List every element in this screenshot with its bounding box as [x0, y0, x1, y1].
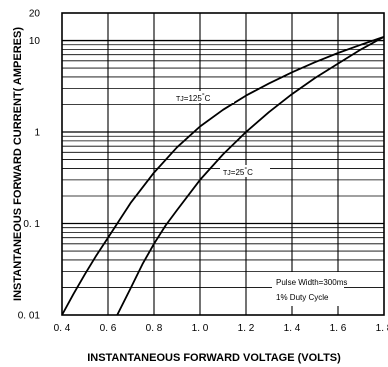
- pulse-width-note: Pulse Width=300ms: [276, 278, 347, 287]
- x-tick-label: 1. 2: [238, 323, 255, 334]
- x-tick-label: 1. 6: [330, 323, 347, 334]
- y-tick-label: 0. 1: [23, 219, 40, 230]
- y-axis-title: INSTANTANEOUS FORWARD CURRENT( AMPERES): [12, 27, 24, 301]
- x-tick-label: 1. 8: [376, 323, 388, 334]
- plot-frame: [62, 13, 384, 315]
- label-tj125-suffix: C: [205, 94, 211, 103]
- y-tick-label: 20: [29, 9, 41, 20]
- y-tick-label: 1: [34, 128, 40, 139]
- label-tj25-text: =25: [231, 168, 245, 177]
- x-tick-labels: 0. 4 0. 6 0. 8 1. 0 1. 2 1. 4 1. 6 1. 8: [54, 323, 388, 334]
- y-tick-label: 10: [29, 36, 41, 47]
- duty-cycle-note: 1% Duty Cycle: [276, 293, 329, 302]
- label-tj25-suffix: C: [247, 168, 253, 177]
- x-tick-label: 1. 4: [284, 323, 301, 334]
- label-tj25-prefix: TJ: [223, 170, 231, 177]
- x-tick-label: 0. 8: [146, 323, 163, 334]
- label-tj125-prefix: TJ: [176, 96, 184, 103]
- y-tick-label: 0. 01: [18, 311, 41, 322]
- x-axis-title: INSTANTANEOUS FORWARD VOLTAGE (VOLTS): [87, 352, 341, 364]
- grid: [62, 13, 384, 315]
- x-tick-label: 1. 0: [192, 323, 209, 334]
- label-tj125-text: =125: [184, 94, 203, 103]
- x-tick-label: 0. 6: [100, 323, 117, 334]
- x-tick-label: 0. 4: [54, 323, 71, 334]
